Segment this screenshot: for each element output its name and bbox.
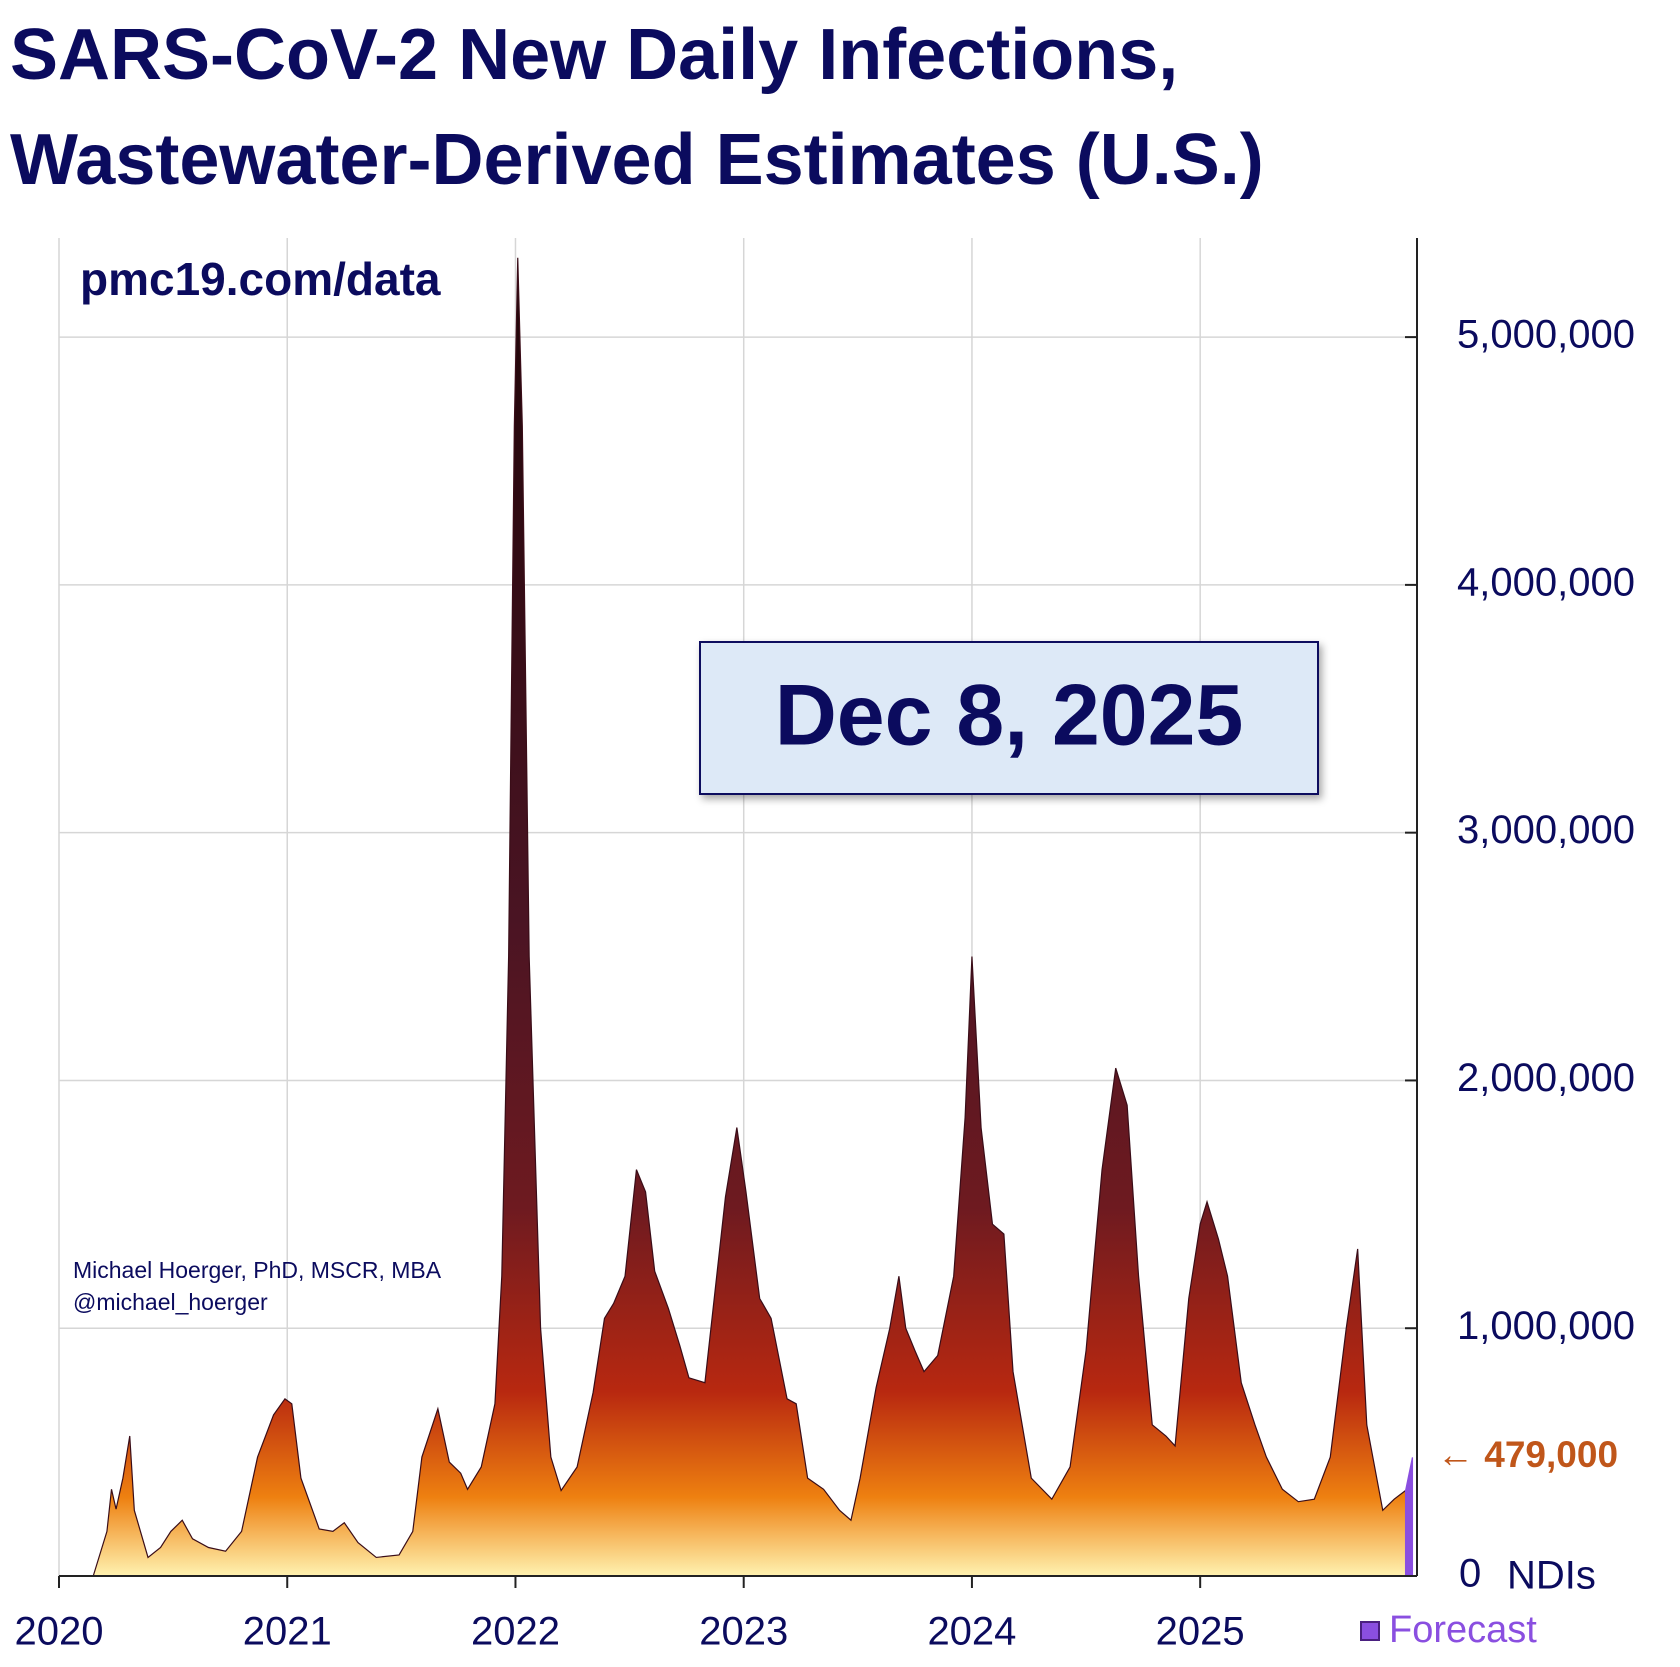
y-tick-label: 3,000,000 <box>1457 808 1635 852</box>
y-tick-label: 2,000,000 <box>1457 1056 1635 1100</box>
x-tick-label: 2024 <box>927 1610 1016 1654</box>
credit: @michael_hoerger <box>73 1289 268 1315</box>
y-tick-label: 1,000,000 <box>1457 1304 1635 1348</box>
y-tick-label: 5,000,000 <box>1457 313 1635 357</box>
title-line: SARS-CoV-2 New Daily Infections, <box>10 15 1178 95</box>
x-tick-label: 2025 <box>1156 1610 1245 1654</box>
legend-label: Forecast <box>1389 1609 1537 1651</box>
x-tick-label: 2022 <box>471 1610 560 1654</box>
date-box <box>699 641 1319 795</box>
forecast-area <box>1404 1457 1414 1577</box>
x-tick-label: 2023 <box>699 1610 788 1654</box>
marks <box>92 257 1414 1577</box>
title-line: Wastewater-Derived Estimates (U.S.) <box>10 120 1264 200</box>
x-tick-label: 2021 <box>243 1610 332 1654</box>
area <box>92 257 1407 1577</box>
date-label: Dec 8, 2025 <box>775 668 1244 764</box>
legend-swatch <box>1360 1621 1380 1641</box>
subtitle: pmc19.com/data <box>80 253 441 305</box>
y-tick-label: 0 <box>1459 1552 1481 1596</box>
y-tick-label: 4,000,000 <box>1457 560 1635 604</box>
y-axis-label: NDIs <box>1507 1554 1596 1598</box>
annotation: ← 479,000 <box>1437 1434 1618 1475</box>
x-tick-label: 2020 <box>15 1610 104 1654</box>
credit: Michael Hoerger, PhD, MSCR, MBA <box>73 1257 442 1283</box>
